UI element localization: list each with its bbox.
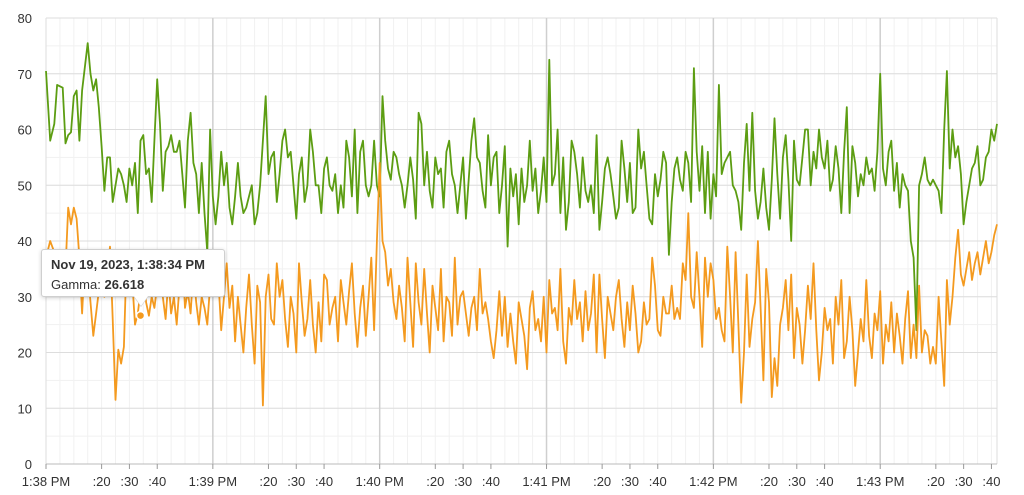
x-tick-label: 1:38 PM — [22, 474, 70, 489]
x-tick-label: 1:42 PM — [689, 474, 737, 489]
series-line-1 — [45, 42, 998, 332]
tooltip-pointer — [134, 296, 148, 306]
x-tick-label: :20 — [426, 474, 444, 489]
x-tick-label: :20 — [760, 474, 778, 489]
y-tick-label: 40 — [18, 234, 32, 249]
x-tick-label: 1:43 PM — [856, 474, 904, 489]
x-axis: 1:38 PM :20 :30 :40 1:39 PM :20 :30 :40 1:40 PM:… — [22, 464, 1000, 489]
x-tick-label: 1:40 PM — [355, 474, 403, 489]
x-tick-label: :40 — [482, 474, 500, 489]
x-tick-label: :40 — [315, 474, 333, 489]
series-line-2 — [45, 162, 998, 407]
y-tick-label: 60 — [18, 123, 32, 138]
y-tick-label: 10 — [18, 401, 32, 416]
x-tick-label: :30 — [788, 474, 806, 489]
x-tick-label: :40 — [816, 474, 834, 489]
x-tick-label: 1:39 PM — [189, 474, 237, 489]
x-tick-label: :30 — [454, 474, 472, 489]
tooltip-time: Nov 19, 2023, 1:38:34 PM — [51, 257, 205, 272]
x-tick-label: :20 — [927, 474, 945, 489]
y-tick-label: 0 — [25, 457, 32, 472]
tooltip-series-label: Gamma — [51, 277, 98, 292]
y-tick-label: 50 — [18, 178, 32, 193]
x-tick-label: :20 — [93, 474, 111, 489]
y-tick-label: 70 — [18, 67, 32, 82]
x-tick-label: 1:41 PM — [522, 474, 570, 489]
x-tick-label: :30 — [621, 474, 639, 489]
y-tick-label: 20 — [18, 346, 32, 361]
x-tick-label: :40 — [148, 474, 166, 489]
x-tick-label: :30 — [955, 474, 973, 489]
series-lines — [45, 42, 998, 407]
major-grid — [45, 17, 998, 465]
tooltip: Nov 19, 2023, 1:38:34 PM Gamma: 26.618 — [41, 249, 225, 297]
x-tick-label: :20 — [259, 474, 277, 489]
y-tick-label: 30 — [18, 290, 32, 305]
x-tick-label: :40 — [982, 474, 1000, 489]
x-tick-label: :30 — [287, 474, 305, 489]
tooltip-separator: : — [97, 277, 105, 292]
x-tick-label: :40 — [649, 474, 667, 489]
y-tick-label: 80 — [18, 11, 32, 26]
x-tick-label: :30 — [120, 474, 138, 489]
x-tick-label: :20 — [593, 474, 611, 489]
y-axis: 0 10 20 30 40 50 60 70 80 — [18, 11, 32, 472]
hover-marker — [135, 310, 146, 321]
tooltip-value: 26.618 — [104, 277, 145, 292]
